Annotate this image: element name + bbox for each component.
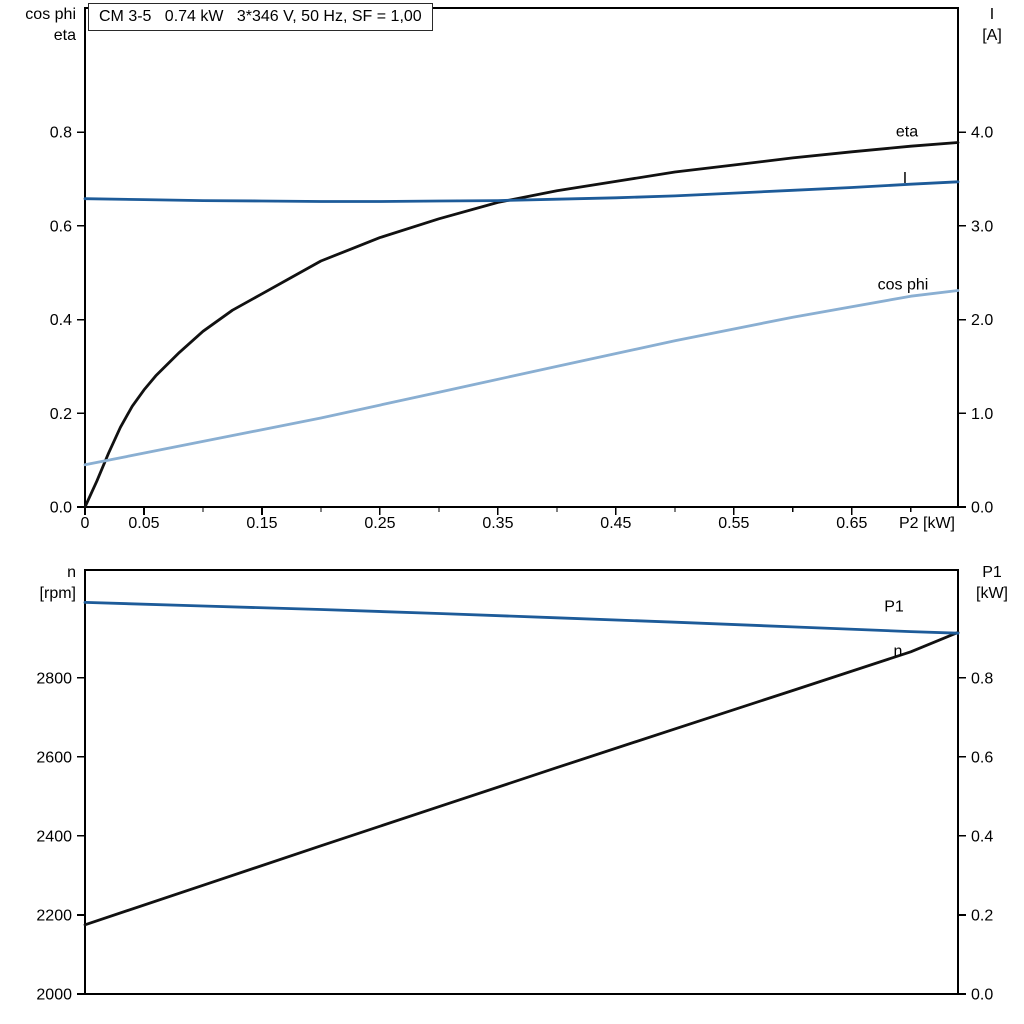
right-axis-title-line2: [kW]	[976, 585, 1008, 602]
right-axis-title-line1: I	[989, 6, 995, 23]
left-axis-tick-label: 0.6	[50, 218, 72, 235]
left-axis-tick-label: 2200	[36, 907, 72, 924]
chart-title-box: CM 3-5 0.74 kW 3*346 V, 50 Hz, SF = 1,00	[88, 3, 433, 31]
left-axis-tick-label: 2800	[36, 670, 72, 687]
right-axis-tick-label: 0.8	[971, 670, 993, 687]
x-axis-tick-label: 0	[81, 515, 90, 532]
left-axis-tick-label: 2600	[36, 749, 72, 766]
right-axis-tick-label: 2.0	[971, 312, 993, 329]
right-axis-title-line2: [A]	[982, 27, 1002, 44]
series-I-curve	[83, 180, 960, 203]
series-I-label: I	[903, 170, 907, 187]
series-cos-phi-curve	[83, 289, 960, 467]
x-axis-tick-label: 0.55	[718, 515, 749, 532]
right-axis-tick-label: 0.2	[971, 907, 993, 924]
bottom-chart-left-axis-title: n [rpm]	[0, 562, 76, 604]
x-axis-tick-label: 0.15	[246, 515, 277, 532]
series-n-curve	[83, 601, 960, 635]
right-axis-tick-label: 1.0	[971, 406, 993, 423]
right-axis-tick-label: 0.6	[971, 749, 993, 766]
series-n-label: n	[894, 643, 903, 660]
left-axis-tick-label: 0.2	[50, 406, 72, 423]
right-axis-tick-label: 4.0	[971, 125, 993, 142]
right-axis-title-line1: P1	[982, 564, 1002, 581]
left-axis-tick-label: 2000	[36, 987, 72, 1004]
x-axis-tick-label: 0.45	[600, 515, 631, 532]
top-chart-left-axis-title: cos phi eta	[0, 4, 76, 46]
left-axis-title-line1: cos phi	[25, 6, 76, 23]
x-axis-label: P2 [kW]	[899, 515, 955, 532]
right-axis-tick-label: 0.4	[971, 828, 993, 845]
top-chart-right-axis-title: I [A]	[962, 4, 1022, 46]
right-axis-tick-label: 0.0	[971, 500, 993, 517]
right-axis-tick-label: 3.0	[971, 218, 993, 235]
x-axis-tick-label: 0.35	[482, 515, 513, 532]
x-axis-tick-label: 0.05	[128, 515, 159, 532]
left-axis-title-line2: eta	[53, 27, 76, 44]
left-axis-tick-label: 0.8	[50, 125, 72, 142]
left-axis-tick-label: 0.4	[50, 312, 72, 329]
right-axis-tick-label: 0.0	[971, 987, 993, 1004]
bottom-chart-right-axis-title: P1 [kW]	[962, 562, 1022, 604]
series-cos-phi-label: cos phi	[878, 277, 929, 294]
x-axis-tick-label: 0.25	[364, 515, 395, 532]
left-axis-title-line1: n	[67, 564, 76, 581]
left-axis-title-line2: [rpm]	[39, 585, 76, 602]
series-P1-curve	[83, 631, 960, 927]
left-axis-tick-label: 0.0	[50, 500, 72, 517]
series-eta-curve	[83, 141, 960, 509]
x-axis-tick-label: 0.65	[836, 515, 867, 532]
plot-frame-1	[84, 569, 959, 995]
plot-frame-0	[84, 7, 959, 508]
series-P1-label: P1	[884, 598, 904, 615]
left-axis-tick-label: 2400	[36, 828, 72, 845]
series-eta-label: eta	[896, 123, 918, 140]
